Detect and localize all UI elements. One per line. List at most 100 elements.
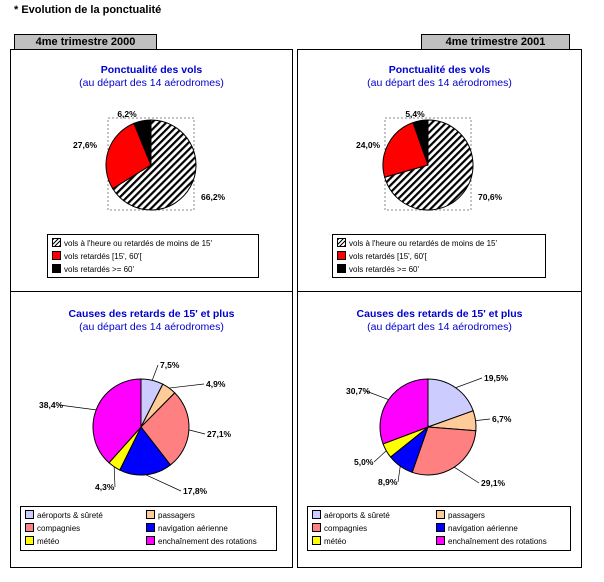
legend-label: vols retardés [15', 60'[ [64, 252, 142, 261]
pie-chart: 66,2% 27,6% 6,2% [73, 109, 226, 211]
pie-slice [92, 378, 142, 464]
pie-slice [384, 119, 474, 211]
legend-item-late-60-plus: vols retardés >= 60' [52, 264, 134, 275]
legend-label: météo [324, 537, 347, 546]
legend-item-late-15-60: vols retardés [15', 60'[ [337, 251, 427, 262]
legend-label: vols à l'heure ou retardés de moins de 1… [349, 239, 498, 248]
data-label: 6,7% [492, 414, 512, 424]
legend: aéroports & sûreté passagers compagnies … [307, 506, 571, 551]
legend-swatch [52, 264, 61, 274]
pie-chart: 19,5% 6,7% 29,1% 8,9% 5,0% 30,7% [346, 373, 512, 488]
pie-slice [133, 119, 152, 166]
legend-swatch [312, 510, 321, 520]
data-label: 66,2% [201, 192, 226, 202]
chart-subtitle: (au départ des 14 aérodromes) [367, 321, 512, 333]
leader-line [151, 364, 159, 381]
chart-title: Causes des retards de 15' et plus [68, 308, 235, 320]
legend-item-on-time: vols à l'heure ou retardés de moins de 1… [337, 238, 497, 249]
legend-swatch [146, 523, 155, 533]
leader-line [454, 466, 480, 484]
leader-line [113, 466, 116, 488]
legend-label: passagers [158, 511, 195, 520]
legend-label: vols retardés [15', 60'[ [349, 252, 427, 261]
leader-line [188, 429, 206, 435]
page-title: * Evolution de la ponctualité [14, 4, 162, 16]
legend-swatch [337, 264, 346, 274]
pie-slice [140, 392, 190, 466]
legend-label: vols retardés >= 60' [349, 265, 420, 274]
legend-label: compagnies [37, 524, 81, 533]
data-label: 7,5% [160, 360, 180, 370]
chart-subtitle: (au départ des 14 aérodromes) [79, 321, 224, 333]
legend-swatch [25, 523, 34, 533]
legend-swatch [25, 536, 34, 546]
pie-slice [427, 378, 474, 428]
legend-item-navigation: navigation aérienne [436, 523, 518, 534]
legend-item-passengers: passagers [146, 510, 195, 521]
legend-item-airports: aéroports & sûreté [25, 510, 103, 521]
punctuality-panel-2001: Ponctualité des vols (au départ des 14 a… [297, 49, 582, 292]
legend-swatch [312, 523, 321, 533]
legend-item-airports: aéroports & sûreté [312, 510, 390, 521]
data-label: 29,1% [481, 478, 506, 488]
legend-swatch [52, 251, 61, 261]
chart-title: Ponctualité des vols [388, 64, 491, 76]
data-label: 6,2% [117, 109, 137, 119]
data-label: 4,3% [95, 482, 115, 492]
data-label: 70,6% [478, 192, 503, 202]
legend-label: vols à l'heure ou retardés de moins de 1… [64, 239, 213, 248]
legend-item-rotations: enchaînement des rotations [146, 536, 257, 547]
legend-label: vols retardés >= 60' [64, 265, 135, 274]
legend-swatch [146, 510, 155, 520]
legend-swatch [436, 536, 445, 546]
legend-item-late-15-60: vols retardés [15', 60'[ [52, 251, 142, 262]
causes-panel-2000: Causes des retards de 15' et plus (au dé… [10, 291, 293, 568]
legend-label: navigation aérienne [158, 524, 228, 533]
pie-slice [412, 119, 429, 166]
pie-slice [119, 426, 172, 476]
data-label: 27,6% [73, 140, 98, 150]
leader-line [455, 377, 483, 389]
data-label: 17,8% [183, 486, 208, 496]
data-label: 30,7% [346, 386, 371, 396]
legend-item-companies: compagnies [25, 523, 80, 534]
causes-panel-2001: Causes des retards de 15' et plus (au dé… [297, 291, 582, 568]
leader-line [475, 418, 491, 421]
legend-label: enchaînement des rotations [158, 537, 257, 546]
data-label: 19,5% [484, 373, 509, 383]
legend-label: compagnies [324, 524, 368, 533]
data-label: 4,9% [206, 379, 226, 389]
chart-title: Causes des retards de 15' et plus [356, 308, 523, 320]
legend: aéroports & sûreté passagers compagnies … [20, 506, 277, 551]
legend-label: aéroports & sûreté [324, 511, 390, 520]
legend-item-navigation: navigation aérienne [146, 523, 228, 534]
legend-label: navigation aérienne [448, 524, 518, 533]
data-label: 38,4% [39, 400, 64, 410]
legend-item-on-time: vols à l'heure ou retardés de moins de 1… [52, 238, 212, 249]
legend-swatch [436, 510, 445, 520]
leader-line [373, 450, 387, 463]
legend: vols à l'heure ou retardés de moins de 1… [332, 234, 546, 278]
punctuality-panel-2000: Ponctualité des vols (au départ des 14 a… [10, 49, 293, 292]
data-label: 24,0% [356, 140, 381, 150]
period-tab-2001: 4me trimestre 2001 [421, 34, 570, 51]
leader-line [58, 404, 97, 411]
legend-label: passagers [448, 511, 485, 520]
chart-subtitle: (au départ des 14 aérodromes) [367, 77, 512, 89]
legend-swatch [436, 523, 445, 533]
legend-label: aéroports & sûreté [37, 511, 103, 520]
pie-chart: 70,6% 24,0% 5,4% [356, 109, 503, 211]
leader-line [397, 466, 401, 483]
data-label: 27,1% [207, 429, 232, 439]
chart-title: Ponctualité des vols [100, 64, 203, 76]
leader-line [169, 383, 205, 389]
legend-swatch [25, 510, 34, 520]
data-label: 8,9% [378, 477, 398, 487]
legend-item-weather: météo [25, 536, 59, 547]
leader-line [145, 474, 182, 492]
pie-slice [112, 119, 197, 211]
pie-slice [105, 122, 152, 190]
pie-slice [382, 121, 429, 178]
legend-swatch [312, 536, 321, 546]
legend-item-late-60-plus: vols retardés >= 60' [337, 264, 419, 275]
